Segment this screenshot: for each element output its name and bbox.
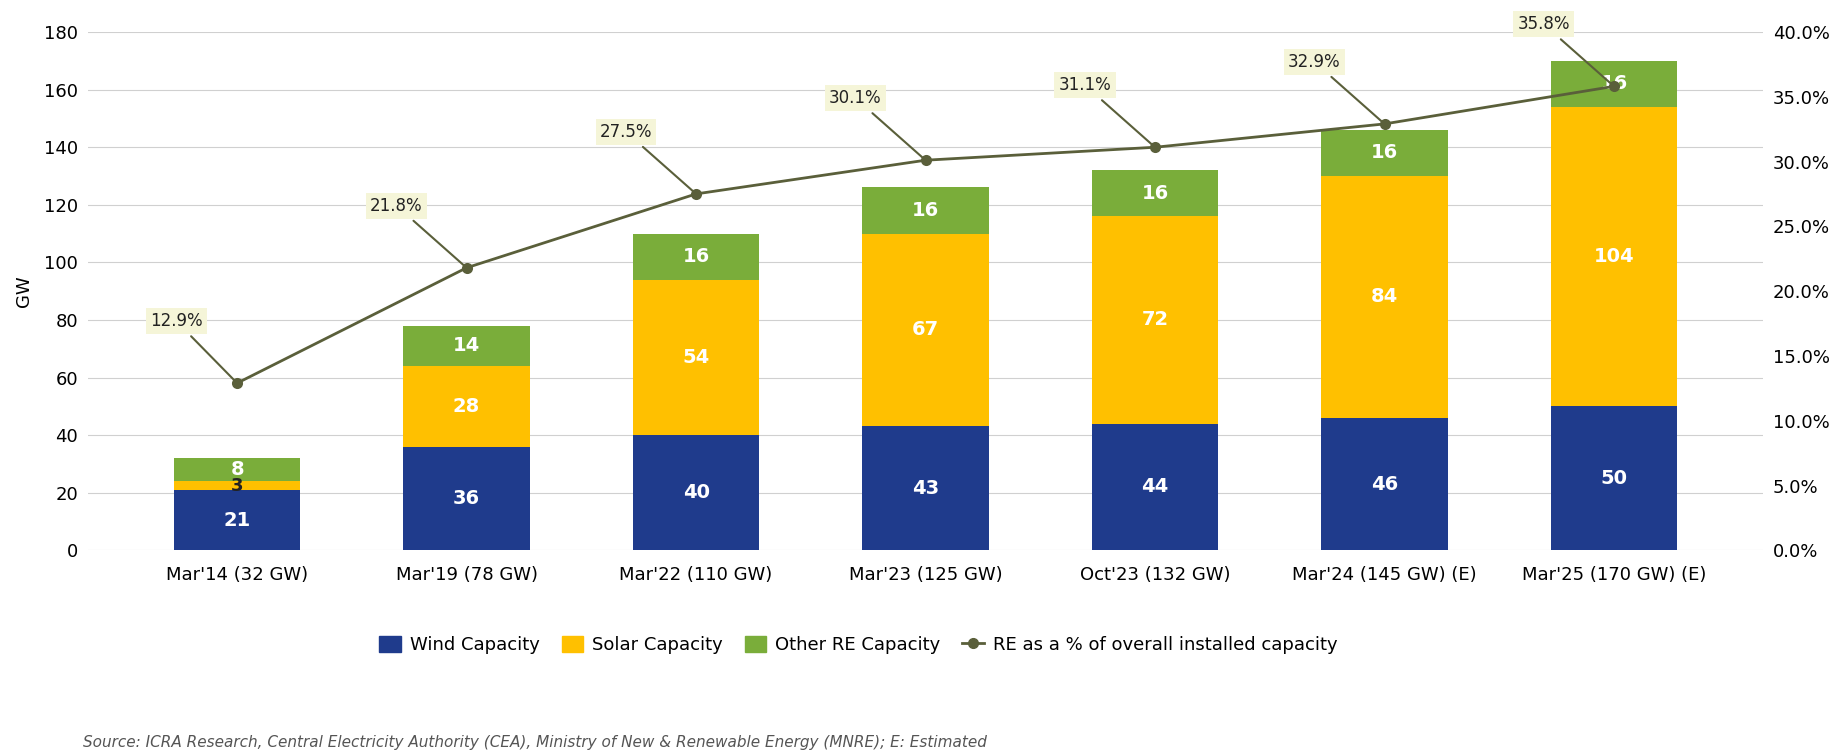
Text: 72: 72 xyxy=(1142,311,1168,329)
Text: 31.1%: 31.1% xyxy=(1059,76,1153,146)
Bar xyxy=(404,366,530,446)
Bar xyxy=(1552,107,1677,406)
Text: 30.1%: 30.1% xyxy=(828,89,924,158)
Bar xyxy=(633,435,758,550)
Text: 67: 67 xyxy=(911,320,939,339)
Text: 36: 36 xyxy=(454,489,480,508)
Bar xyxy=(1321,130,1448,176)
Text: 43: 43 xyxy=(911,479,939,498)
Bar xyxy=(1321,176,1448,418)
Text: 35.8%: 35.8% xyxy=(1518,15,1613,84)
Bar xyxy=(1552,406,1677,550)
Bar xyxy=(633,234,758,280)
Bar xyxy=(862,427,989,550)
Text: 104: 104 xyxy=(1594,247,1635,266)
Text: 50: 50 xyxy=(1600,469,1627,488)
Bar xyxy=(862,234,989,427)
Text: 32.9%: 32.9% xyxy=(1288,53,1382,122)
Bar xyxy=(173,481,301,490)
Text: 27.5%: 27.5% xyxy=(600,123,694,192)
Bar xyxy=(1321,418,1448,550)
Bar xyxy=(404,326,530,366)
Bar xyxy=(862,188,989,234)
Text: 16: 16 xyxy=(683,247,710,266)
Text: Source: ICRA Research, Central Electricity Authority (CEA), Ministry of New & Re: Source: ICRA Research, Central Electrici… xyxy=(83,735,987,750)
Bar xyxy=(633,280,758,435)
Text: 16: 16 xyxy=(1371,143,1399,162)
Bar xyxy=(1552,61,1677,107)
Legend: Wind Capacity, Solar Capacity, Other RE Capacity, RE as a % of overall installed: Wind Capacity, Solar Capacity, Other RE … xyxy=(371,627,1347,663)
Text: 84: 84 xyxy=(1371,287,1399,306)
Text: 16: 16 xyxy=(911,201,939,220)
Text: 46: 46 xyxy=(1371,474,1399,494)
Text: 21.8%: 21.8% xyxy=(371,197,465,266)
Bar xyxy=(404,446,530,550)
Text: 21: 21 xyxy=(223,510,251,529)
Text: 3: 3 xyxy=(231,477,244,495)
Bar xyxy=(173,458,301,481)
Text: 14: 14 xyxy=(454,336,480,355)
Text: 54: 54 xyxy=(683,348,710,367)
Bar xyxy=(173,490,301,550)
Text: 12.9%: 12.9% xyxy=(149,312,234,381)
Text: 16: 16 xyxy=(1142,184,1168,203)
Bar xyxy=(1092,170,1218,216)
Text: 8: 8 xyxy=(231,460,244,480)
Text: 28: 28 xyxy=(454,397,480,415)
Text: 44: 44 xyxy=(1142,477,1168,496)
Bar xyxy=(1092,216,1218,424)
Text: 40: 40 xyxy=(683,483,710,502)
Y-axis label: GW: GW xyxy=(15,275,33,307)
Text: 16: 16 xyxy=(1600,74,1627,93)
Bar xyxy=(1092,424,1218,550)
